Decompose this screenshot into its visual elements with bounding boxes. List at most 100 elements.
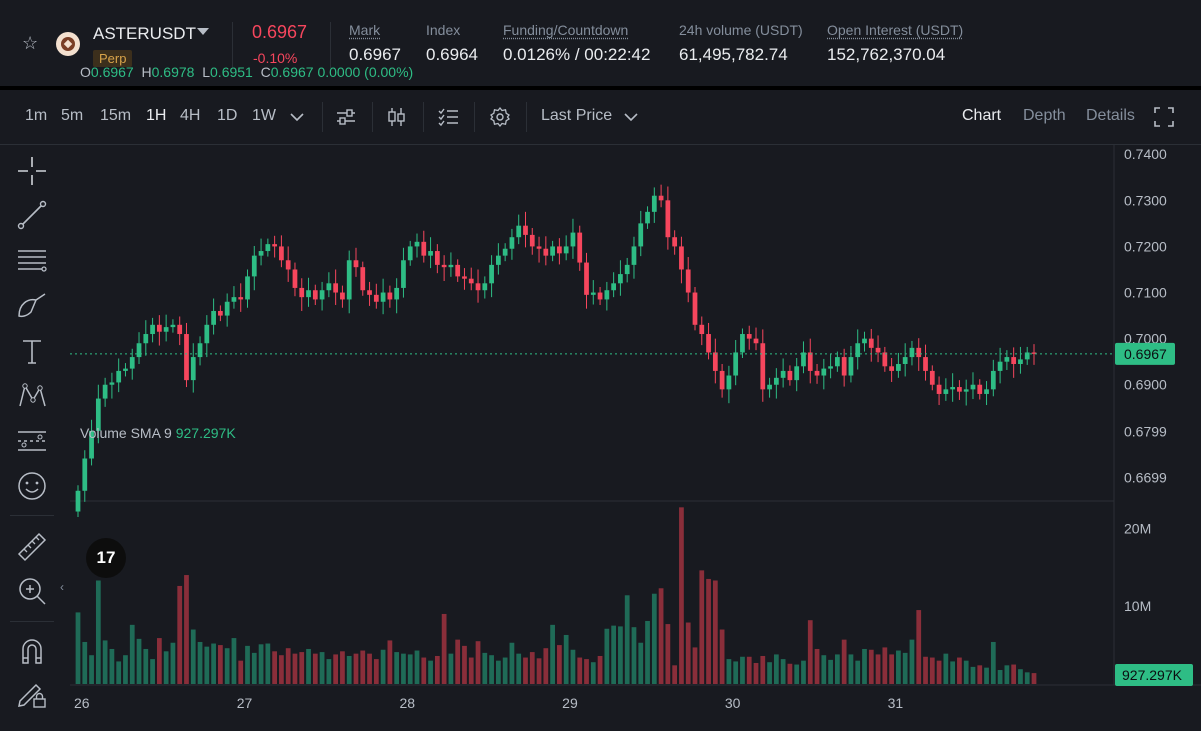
templates-icon[interactable] [437,106,459,128]
timeframe-chevron-down-icon[interactable] [286,106,308,128]
candle-body [604,290,610,300]
tradingview-logo-icon[interactable]: 17 [86,538,126,578]
fib-lines-icon[interactable] [14,243,50,279]
tab-depth[interactable]: Depth [1023,107,1066,124]
price-tick-label: 0.7200 [1124,238,1167,254]
volume-bar [1024,672,1030,684]
price-type-selector[interactable]: Last Price [541,107,613,124]
candle-body [211,310,216,325]
volume-bar [218,645,223,684]
volume-bar [285,648,291,684]
fullscreen-icon[interactable] [1153,106,1175,128]
tools-divider [10,515,54,516]
candle-body [197,343,203,358]
timeframe-4h[interactable]: 4H [180,107,201,124]
candle-body [536,246,542,249]
volume-bar [929,657,935,684]
volume-bar [801,660,806,684]
candle-body [692,292,698,325]
timeframe-1m[interactable]: 1m [25,107,48,124]
volume-bar [543,648,549,684]
candle-body [421,241,427,256]
candle-body [360,267,366,291]
timeframe-5m[interactable]: 5m [61,107,84,124]
timeframe-1h[interactable]: 1H [146,107,167,124]
candle-body [82,458,88,491]
candle-body [902,357,908,364]
volume-bar [746,656,752,684]
candle-body [340,292,345,300]
candle-body [224,301,230,316]
volume-bar [516,653,522,684]
volume-bar [367,653,372,684]
candle-body [936,384,942,394]
candle-body [509,237,515,249]
open-interest-label[interactable]: Open Interest (USDT) [827,22,964,38]
volume-bar [740,656,745,684]
candle-body [760,343,766,390]
volume-bar [760,655,766,684]
candle-body [889,366,894,371]
contract-type-badge: Perp [93,50,133,67]
volume-bar [129,624,135,684]
indicators-icon[interactable] [335,106,357,128]
candle-body [957,387,962,392]
volume-bar [767,662,772,684]
trendline-icon[interactable] [14,197,50,233]
tab-details[interactable]: Details [1086,107,1135,124]
volume-bar [719,629,725,684]
volume-bar [624,595,630,684]
zoom-in-icon[interactable] [14,573,50,609]
mark-price-label[interactable]: Mark [349,22,381,38]
star-icon[interactable]: ☆ [22,33,39,53]
brush-icon[interactable] [14,288,50,324]
time-tick-label: 29 [562,695,578,711]
volume-bar [1011,664,1017,684]
volume-bar [570,649,576,684]
volume-bar [692,647,698,684]
volume-bar [150,659,155,684]
volume-bar [957,657,962,684]
candle-body [875,347,881,353]
volume-bar [89,655,94,684]
candle-body [557,246,562,254]
symbol-selector[interactable]: ASTERUSDT [93,24,196,43]
text-icon[interactable] [14,333,50,369]
crosshair-icon[interactable] [14,153,50,189]
magnet-icon[interactable] [14,633,50,669]
forecast-icon[interactable] [14,423,50,459]
volume-bar [889,654,894,684]
pattern-icon[interactable] [14,378,50,414]
timeframe-1w[interactable]: 1W [252,107,276,124]
candle-body [767,384,772,390]
ruler-icon[interactable] [14,529,50,565]
volume-bar [882,647,888,684]
candle-body [699,324,705,335]
toolbar-bottom-divider [0,144,1201,145]
candle-body [434,251,440,265]
tab-chart[interactable]: Chart [962,107,1002,124]
candle-body [631,246,637,265]
emoji-icon[interactable] [14,468,50,504]
lock-draw-icon[interactable] [14,675,50,711]
volume-bar [916,610,922,684]
candle-body [848,357,854,376]
candle-body [394,287,400,300]
candle-body [835,357,840,367]
chevron-down-icon[interactable] [197,28,209,35]
price-type-chevron-down-icon[interactable] [620,106,642,128]
scroll-left-icon[interactable]: ‹ [60,580,64,594]
candle-body [95,398,101,431]
settings-icon[interactable] [489,106,511,128]
candle-type-icon[interactable] [386,106,408,128]
candle-body [651,195,657,212]
timeframe-15m[interactable]: 15m [100,107,132,124]
toolbar-divider [423,102,424,132]
candle-body [163,327,169,332]
timeframe-1d[interactable]: 1D [217,107,238,124]
funding-label[interactable]: Funding/Countdown [503,22,629,38]
candle-body [401,260,406,288]
volume-bar [875,654,881,684]
volume-bar [807,620,813,684]
